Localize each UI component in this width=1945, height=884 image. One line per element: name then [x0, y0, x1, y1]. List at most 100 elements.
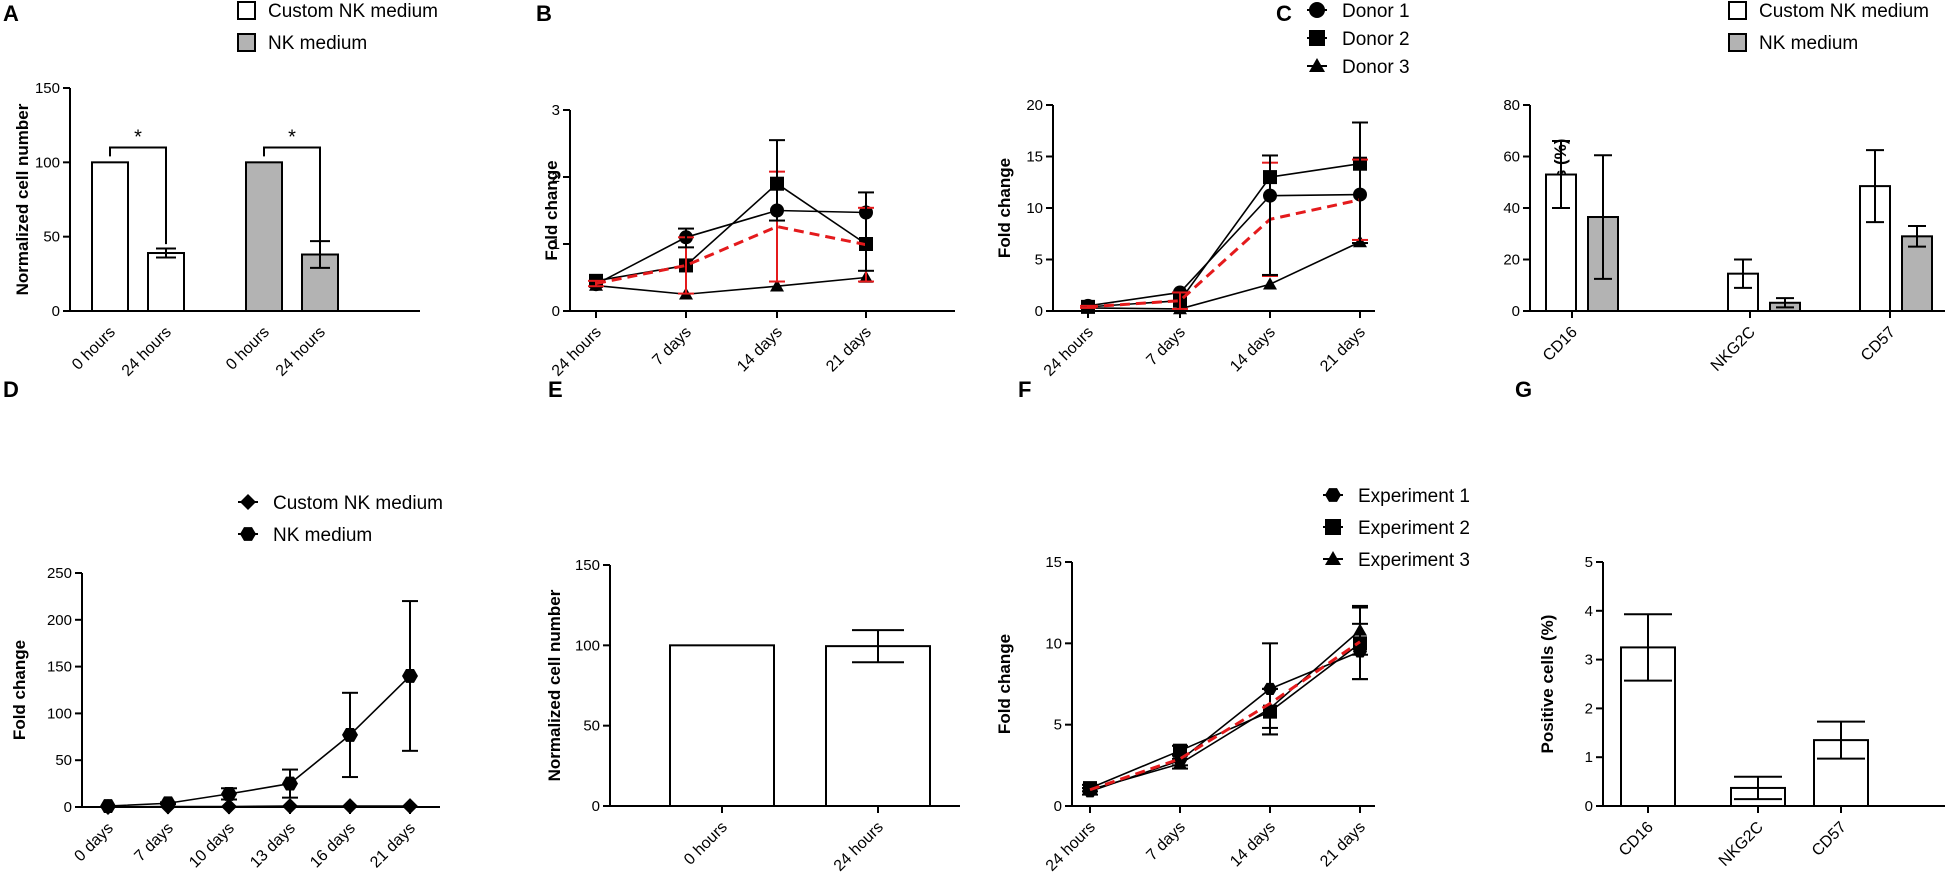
panel-letter-f: F: [1018, 377, 1031, 402]
panel-b-legend-item-label: Donor 2: [1342, 29, 1410, 50]
panel-d-point-hexagon: [342, 727, 358, 742]
panel-d-point-hexagon: [402, 669, 418, 683]
panel-f-x-tick-label: 24 hours: [1043, 819, 1099, 875]
panel-d-x-tick-label: 0 days: [71, 820, 116, 865]
panel-c-y-tick-label: 80: [1503, 97, 1520, 114]
panel-g-chart: 0 1 2 3 4 5 Positive cells (%) CD16 NKG2C CD57: [1538, 554, 1945, 870]
panel-f-y-tick-label: 0: [1054, 798, 1062, 815]
panel-e-y-title: Normalized cell number: [545, 589, 564, 781]
panel-c-legend-item-swatch: [1728, 1, 1747, 20]
panel-f-point-triangle: [1263, 701, 1277, 714]
panel-d-legend-item-marker: [240, 527, 256, 541]
panel-f-point-square: [1173, 743, 1187, 758]
panel-b-right-series-line: [1087, 162, 1361, 308]
panel-a-y-tick-label: 150: [35, 80, 60, 97]
panel-b-right-y-tick-label: 15: [1026, 149, 1043, 166]
panel-f-series-line: [1089, 629, 1361, 791]
panel-letter-b: B: [536, 1, 552, 26]
panel-f-legend-item-marker: [1325, 519, 1341, 535]
panel-b-left-y-title: Fold change: [542, 160, 561, 260]
panel-g-y-title: Positive cells (%): [1538, 615, 1557, 754]
panel-b-right-y-tick-label: 5: [1035, 252, 1043, 269]
panel-b-right-x-tick-label: 14 days: [1227, 324, 1279, 376]
panel-a-legend-item-swatch: [237, 33, 256, 52]
panel-g-y-tick-label: 5: [1585, 554, 1593, 571]
panel-d-y-tick-label: 150: [47, 659, 72, 676]
panel-e-y-tick-label: 150: [575, 557, 600, 574]
panel-b-legend-item-marker: [1309, 2, 1325, 18]
panel-a-legend-item-swatch: [237, 1, 256, 20]
panel-c-legend-item-label: Custom NK medium: [1759, 1, 1929, 22]
panel-a-y-tick-label: 50: [43, 229, 60, 246]
panel-b-right-y-title: Fold change: [995, 158, 1014, 258]
panel-a-significance-bracket: [263, 146, 321, 245]
panel-letter-e: E: [548, 377, 563, 402]
panel-a-x-tick-label: 24 hours: [273, 324, 329, 380]
panel-g-y-tick-label: 3: [1585, 652, 1593, 669]
panel-b-right-mean-line: [1087, 198, 1361, 309]
panel-letter-a: A: [3, 1, 19, 26]
panel-b-right-x-tick-label: 24 hours: [1041, 324, 1097, 380]
panel-b-right-y-tick-label: 20: [1026, 97, 1043, 114]
panel-c-legend-item-label: NK medium: [1759, 33, 1858, 54]
panel-g-x-tick-label: CD16: [1616, 819, 1657, 860]
panel-d-legend-item-label: NK medium: [273, 525, 372, 546]
panel-d-x-tick-label: 13 days: [247, 820, 299, 872]
panel-c-y-tick-label: 60: [1503, 149, 1520, 166]
panel-a-legend-item-label: Custom NK medium: [268, 1, 438, 22]
panel-g-x-tick-label: NKG2C: [1716, 819, 1767, 870]
panel-d-y-tick-label: 250: [47, 565, 72, 582]
panel-e-x-tick-label: 0 hours: [681, 819, 731, 869]
panel-d-point-hexagon: [282, 776, 298, 791]
panel-a-bar: [245, 161, 283, 312]
panel-d-y-title: Fold change: [10, 640, 29, 740]
panel-e-x-tick-label: 24 hours: [831, 819, 887, 875]
panel-d-legend-item-marker: [240, 494, 256, 510]
panel-f-legend-item-label: Experiment 2: [1358, 518, 1470, 539]
panel-f-x-tick-label: 7 days: [1143, 819, 1188, 864]
panel-d-point-diamond: [282, 798, 298, 815]
panel-c-y-tick-label: 40: [1503, 200, 1520, 217]
panel-c-bar: [1901, 235, 1933, 312]
panel-b-right-series-line: [1087, 241, 1361, 310]
panel-f-point-triangle: [1173, 756, 1187, 769]
panel-b-legend-item-marker: [1309, 58, 1325, 72]
panel-d-chart: 0 50 100 150 200 250 Fold change 0 days 7 days 10…: [10, 493, 443, 871]
panel-c-x-tick-label: NKG2C: [1708, 324, 1759, 375]
panel-b-right-y-tick-label: 10: [1026, 200, 1043, 217]
panel-f-legend-item-label: Experiment 1: [1358, 486, 1470, 507]
panel-d-x-tick-label: 16 days: [307, 820, 359, 872]
panel-b-left-series-line: [595, 182, 867, 282]
panel-d-series-line: [107, 805, 410, 808]
panel-f-y-title: Fold change: [995, 634, 1014, 734]
panel-letter-d: D: [3, 377, 19, 402]
panel-e-bar: [669, 644, 775, 807]
panel-a-x-tick-label: 24 hours: [119, 324, 175, 380]
panel-b-left-x-tick-label: 7 days: [649, 324, 694, 369]
panel-c-chart: 020406080Positive cells (%)CD16NKG2CCD57…: [1503, 1, 1945, 375]
panel-g-x-tick-label: CD57: [1809, 819, 1850, 860]
panel-b-left-y-tick-label: 1: [552, 236, 560, 253]
panel-d-point-hexagon: [100, 799, 116, 813]
panel-e-y-tick-label: 0: [592, 798, 600, 815]
panel-b-legend-item-label: Donor 1: [1342, 1, 1410, 22]
panel-b-right-y-tick-label: 0: [1035, 303, 1043, 320]
panel-e-y-tick-label: 100: [575, 637, 600, 654]
panel-a-x-tick-label: 0 hours: [69, 324, 119, 374]
panel-f-chart: 0 5 10 15 Fold change 24 hours 7 days 14 days 21…: [995, 486, 1470, 875]
panel-f-legend-item-label: Experiment 3: [1358, 550, 1470, 571]
panel-b-left-x-tick-label: 24 hours: [549, 324, 605, 380]
panel-a-significance-star: *: [134, 126, 142, 148]
panel-b-left-point-triangle: [770, 279, 784, 292]
panel-f-x-tick-label: 21 days: [1317, 819, 1369, 871]
panel-d-y-tick-label: 200: [47, 612, 72, 629]
panel-d-y-tick-label: 50: [55, 752, 72, 769]
panel-c-legend-item-swatch: [1728, 33, 1747, 52]
panel-b-left-y-tick-label: 3: [552, 102, 560, 119]
panel-letter-g: G: [1515, 377, 1532, 402]
panel-f-legend-item-marker: [1325, 551, 1341, 565]
panel-a-legend-item-label: NK medium: [268, 33, 367, 54]
panel-g-y-tick-label: 4: [1585, 603, 1593, 620]
